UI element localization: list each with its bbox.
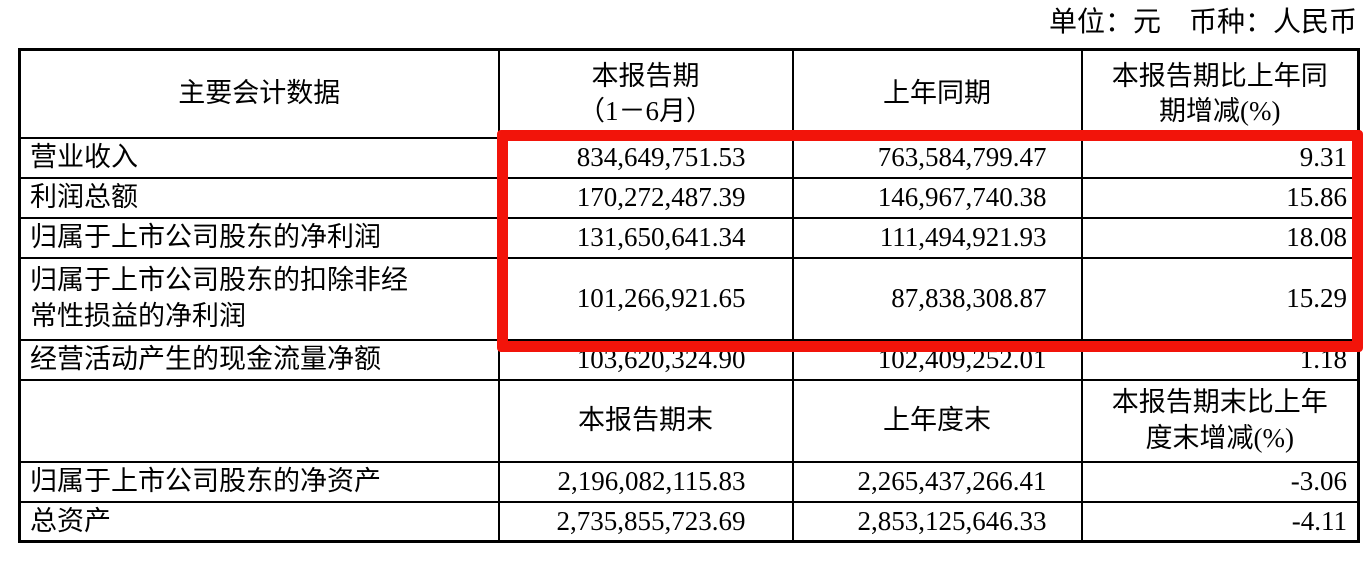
header-period-end: 本报告期末 [497, 378, 794, 463]
prior-year-end-value: 2,265,437,266.41 [791, 460, 1083, 503]
current-period-value: 170,272,487.39 [497, 176, 794, 219]
header-metric: 主要会计数据 [18, 48, 500, 139]
header-empty-cell [18, 378, 500, 463]
metric-label-cell: 归属于上市公司股东的净利润 [18, 216, 500, 259]
financial-data-table: 主要会计数据 本报告期 （1－6月） 上年同期 本报告期比上年同 期增减(%) … [18, 48, 1360, 543]
table-row-operating-revenue: 营业收入 834,649,751.53 763,584,799.47 9.31 [18, 136, 1360, 179]
table-row-net-assets: 归属于上市公司股东的净资产 2,196,082,115.83 2,265,437… [18, 460, 1360, 503]
change-percent-value: 1.18 [1080, 338, 1360, 381]
prior-period-value: 111,494,921.93 [791, 216, 1083, 259]
current-period-end-value: 2,735,855,723.69 [497, 500, 794, 543]
current-period-value: 131,650,641.34 [497, 216, 794, 259]
balance-header-row: 本报告期末 上年度末 本报告期末比上年 度末增减(%) [18, 378, 1360, 463]
table-row-total-assets: 总资产 2,735,855,723.69 2,853,125,646.33 -4… [18, 500, 1360, 543]
change-percent-value: -3.06 [1080, 460, 1360, 503]
prior-year-end-value: 2,853,125,646.33 [791, 500, 1083, 543]
header-prior-period: 上年同期 [791, 48, 1083, 139]
current-period-value: 103,620,324.90 [497, 338, 794, 381]
prior-period-value: 763,584,799.47 [791, 136, 1083, 179]
metric-label-cell: 总资产 [18, 500, 500, 543]
metric-label-cell: 经营活动产生的现金流量净额 [18, 338, 500, 381]
change-percent-value: 15.29 [1080, 256, 1360, 341]
header-prior-year-end: 上年度末 [791, 378, 1083, 463]
current-period-end-value: 2,196,082,115.83 [497, 460, 794, 503]
table-row-total-profit: 利润总额 170,272,487.39 146,967,740.38 15.86 [18, 176, 1360, 219]
current-period-value: 101,266,921.65 [497, 256, 794, 341]
unit-currency-label: 单位：元 币种：人民币 [1048, 7, 1357, 38]
prior-period-value: 102,409,252.01 [791, 338, 1083, 381]
period-header-row: 主要会计数据 本报告期 （1－6月） 上年同期 本报告期比上年同 期增减(%) [18, 48, 1360, 139]
table-row-operating-cash-flow: 经营活动产生的现金流量净额 103,620,324.90 102,409,252… [18, 338, 1360, 381]
change-percent-value: 15.86 [1080, 176, 1360, 219]
change-percent-value: 9.31 [1080, 136, 1360, 179]
prior-period-value: 87,838,308.87 [791, 256, 1083, 341]
table-row-net-profit: 归属于上市公司股东的净利润 131,650,641.34 111,494,921… [18, 216, 1360, 259]
table-row-net-profit-excl-nonrecurring: 归属于上市公司股东的扣除非经 常性损益的净利润 101,266,921.65 8… [18, 256, 1360, 341]
prior-period-value: 146,967,740.38 [791, 176, 1083, 219]
change-percent-value: -4.11 [1080, 500, 1360, 543]
header-period-change: 本报告期比上年同 期增减(%) [1080, 48, 1360, 139]
metric-label-cell: 营业收入 [18, 136, 500, 179]
header-period-end-change: 本报告期末比上年 度末增减(%) [1080, 378, 1360, 463]
metric-label-cell: 归属于上市公司股东的扣除非经 常性损益的净利润 [18, 256, 500, 341]
metric-label-cell: 利润总额 [18, 176, 500, 219]
current-period-value: 834,649,751.53 [497, 136, 794, 179]
metric-label-cell: 归属于上市公司股东的净资产 [18, 460, 500, 503]
header-current-period: 本报告期 （1－6月） [497, 48, 794, 139]
change-percent-value: 18.08 [1080, 216, 1360, 259]
